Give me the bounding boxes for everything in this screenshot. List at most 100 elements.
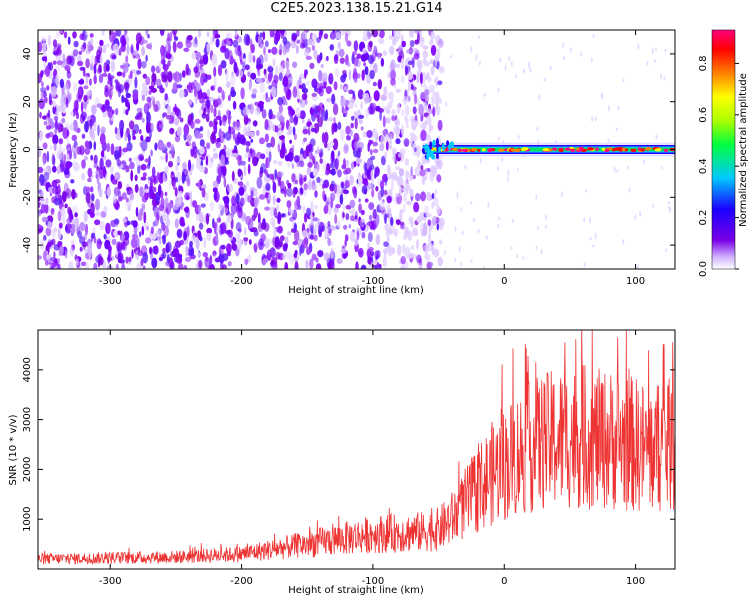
noise-mark (197, 133, 203, 139)
noise-mark (278, 124, 282, 128)
noise-mark (46, 85, 49, 91)
noise-mark (358, 175, 363, 185)
noise-mark (129, 158, 132, 162)
noise-mark (303, 138, 307, 142)
noise-mark (57, 122, 61, 133)
noise-mark (217, 218, 222, 223)
signal-hotspot (655, 148, 662, 151)
noise-mark (139, 231, 141, 237)
noise-mark (354, 40, 359, 51)
noise-mark (470, 46, 472, 52)
noise-mark (413, 120, 419, 125)
noise-mark (622, 239, 624, 245)
noise-mark (303, 150, 308, 159)
noise-mark (113, 194, 117, 204)
signal-hotspot (498, 149, 505, 152)
noise-mark (95, 212, 100, 216)
noise-mark (184, 124, 189, 136)
noise-mark (292, 164, 295, 169)
noise-mark (331, 248, 334, 259)
noise-mark (199, 212, 203, 223)
noise-mark (55, 74, 60, 86)
noise-mark (164, 93, 168, 101)
noise-mark (94, 141, 97, 150)
noise-mark (401, 75, 405, 83)
noise-mark (349, 224, 352, 228)
noise-mark (665, 49, 667, 52)
noise-mark (343, 190, 349, 195)
noise-mark (47, 221, 51, 229)
noise-mark (405, 118, 409, 125)
noise-mark (401, 109, 404, 116)
noise-mark (408, 217, 413, 222)
noise-mark (91, 105, 97, 115)
noise-mark (417, 160, 420, 167)
noise-mark (401, 58, 405, 70)
noise-mark (353, 75, 358, 79)
noise-mark (297, 40, 301, 44)
noise-mark (343, 158, 346, 169)
noise-mark (82, 134, 86, 139)
noise-mark (53, 61, 57, 65)
noise-mark (272, 217, 276, 228)
noise-mark (189, 191, 192, 199)
noise-mark (253, 55, 256, 63)
noise-mark (536, 246, 538, 250)
noise-mark (405, 170, 409, 179)
noise-mark (436, 105, 441, 115)
noise-mark (309, 259, 313, 269)
noise-mark (289, 116, 294, 123)
noise-mark (165, 166, 169, 174)
noise-mark (118, 196, 123, 201)
noise-mark (152, 235, 157, 240)
noise-mark (122, 148, 128, 153)
noise-mark (408, 96, 411, 102)
noise-mark (346, 135, 351, 141)
signal-flare (429, 141, 432, 149)
signal-hotspot (458, 149, 462, 152)
noise-mark (243, 106, 249, 116)
noise-mark (224, 48, 229, 59)
noise-mark (484, 93, 486, 97)
noise-mark (386, 117, 391, 123)
noise-mark (515, 75, 517, 78)
y-tick-label: 4000 (22, 357, 33, 382)
signal-hotspot (576, 147, 579, 150)
noise-mark (262, 94, 266, 99)
noise-mark (277, 130, 283, 136)
noise-mark (91, 233, 93, 242)
noise-mark (74, 41, 79, 48)
noise-mark (129, 189, 134, 194)
noise-mark (287, 162, 290, 168)
noise-mark (368, 140, 371, 147)
noise-mark (153, 104, 158, 112)
noise-mark (302, 93, 308, 100)
noise-mark (197, 57, 199, 68)
noise-mark (173, 180, 176, 190)
noise-mark (116, 263, 119, 272)
noise-mark (376, 234, 381, 245)
noise-mark (146, 122, 148, 133)
noise-mark (235, 27, 237, 38)
signal-hotspot (595, 148, 599, 151)
colorbar-tick-label: 0.4 (698, 158, 709, 174)
noise-mark (304, 69, 307, 79)
noise-mark (110, 166, 114, 173)
noise-mark (435, 95, 440, 106)
noise-mark (40, 131, 43, 142)
noise-mark (70, 246, 74, 256)
noise-mark (179, 217, 184, 227)
noise-mark (57, 258, 60, 265)
noise-mark (313, 217, 319, 221)
noise-mark (322, 190, 325, 200)
noise-mark (81, 101, 83, 112)
noise-mark (72, 161, 77, 170)
noise-mark (238, 46, 241, 52)
noise-mark (133, 157, 138, 161)
noise-mark (302, 230, 308, 238)
noise-mark (338, 151, 340, 157)
noise-mark (505, 65, 507, 71)
noise-mark (44, 199, 49, 206)
noise-mark (294, 155, 300, 163)
noise-mark (429, 171, 434, 182)
